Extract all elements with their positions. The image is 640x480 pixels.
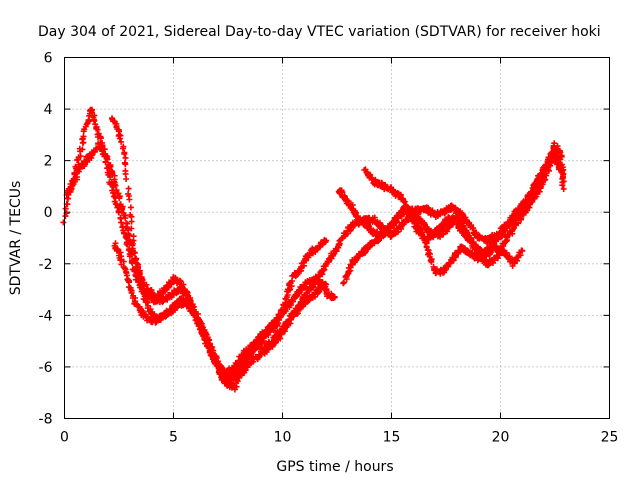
grid xyxy=(64,57,610,419)
x-tick-label: 20 xyxy=(492,430,510,446)
series-markers xyxy=(109,115,330,393)
data-series xyxy=(60,106,567,393)
series-markers xyxy=(257,140,565,353)
y-tick-label: -4 xyxy=(39,308,53,324)
y-tick-label: 0 xyxy=(44,205,53,221)
series-markers xyxy=(63,140,282,380)
x-tick-label: 10 xyxy=(274,430,292,446)
chart-title: Day 304 of 2021, Sidereal Day-to-day VTE… xyxy=(38,24,601,40)
y-tick-label: 4 xyxy=(44,102,53,118)
axis-ticks xyxy=(64,57,610,419)
y-tick-label: -8 xyxy=(39,412,53,428)
series-arc-3 xyxy=(109,115,330,393)
series-arc-8 xyxy=(361,149,567,269)
x-tick-label: 25 xyxy=(601,430,619,446)
series-markers xyxy=(361,149,567,269)
x-tick-labels: 0 5 10 15 20 25 xyxy=(60,430,618,446)
series-markers xyxy=(111,240,338,382)
y-tick-label: -6 xyxy=(39,360,53,376)
y-tick-label: 6 xyxy=(44,51,53,67)
x-tick-label: 15 xyxy=(383,430,401,446)
plot-frame xyxy=(64,57,610,419)
x-tick-label: 0 xyxy=(60,430,69,446)
y-axis-label: SDTVAR / TECUs xyxy=(8,181,24,296)
y-tick-label: -2 xyxy=(39,257,53,273)
x-axis-label: GPS time / hours xyxy=(276,459,393,475)
y-tick-label: 2 xyxy=(44,154,53,170)
series-arc-4 xyxy=(111,240,338,382)
series-arc-2 xyxy=(63,140,282,380)
y-tick-labels: -8 -6 -4 -2 0 2 4 6 xyxy=(39,51,53,428)
series-arc-5 xyxy=(257,140,565,353)
x-tick-label: 5 xyxy=(169,430,178,446)
